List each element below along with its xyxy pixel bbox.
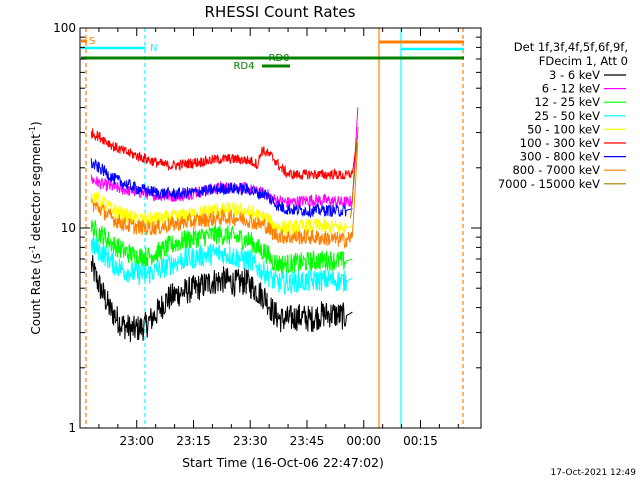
y-axis-label-sup2: -1	[28, 126, 37, 134]
legend-label-1: 3 - 6 keV	[549, 68, 600, 82]
legend-label-8: 800 - 7000 keV	[512, 163, 600, 177]
footer-timestamp: 17-Oct-2021 12:49	[551, 468, 637, 478]
x-axis-label: Start Time (16-Oct-06 22:47:02)	[182, 455, 384, 470]
y-axis-label-mid: detector segment	[29, 134, 43, 245]
x-tick-label-5: 00:15	[403, 434, 438, 448]
legend-label-3: 12 - 25 keV	[534, 95, 600, 109]
x-tick-label-1: 23:15	[176, 434, 211, 448]
legend-header-line2: FDecim 1, Att 0	[539, 54, 628, 68]
y-axis-label-main: Count Rate (s	[29, 253, 43, 335]
y-tick-label-1: 10	[61, 221, 76, 235]
series-line-3	[90, 219, 353, 275]
x-tick-label-3: 23:45	[290, 434, 325, 448]
y-axis-label: Count Rate (s-1 detector segment-1)	[28, 121, 43, 334]
legend-label-9: 7000 - 15000 keV	[498, 177, 600, 191]
legend-header-line1: Det 1f,3f,4f,5f,6f,9f,	[514, 40, 628, 54]
y-axis-label-sup1: -1	[28, 245, 37, 253]
series-line-6	[90, 128, 359, 180]
x-tick-label-2: 23:30	[233, 434, 268, 448]
series-group	[90, 107, 359, 343]
legend-label-2: 6 - 12 keV	[542, 82, 600, 96]
series-line-7	[90, 158, 353, 219]
annotation-s: S	[89, 36, 95, 47]
series-line-9	[350, 126, 359, 219]
y-tick-label-0: 1	[68, 421, 76, 435]
legend-label-7: 300 - 800 keV	[520, 150, 600, 164]
x-tick-label-4: 00:00	[346, 434, 381, 448]
series-line-5	[90, 191, 353, 236]
legend-label-5: 50 - 100 keV	[527, 122, 600, 136]
annotation-n: N	[150, 43, 157, 54]
y-tick-label-2: 100	[53, 21, 76, 35]
legend-label-6: 100 - 300 keV	[520, 136, 600, 150]
axis-ticks: 23:00 23:15 23:30 23:45 00:00 00:15 1 10 100	[53, 21, 481, 448]
annotation-rd0: RD0	[268, 53, 289, 64]
series-line-4	[90, 235, 353, 295]
legend-label-4: 25 - 50 keV	[534, 109, 600, 123]
chart-title: RHESSI Count Rates	[205, 3, 356, 21]
y-axis-label-end: )	[29, 121, 43, 126]
series-line-1	[90, 255, 353, 343]
x-tick-label-0: 23:00	[119, 434, 154, 448]
annotation-rd4: RD4	[233, 61, 254, 72]
state-bars: S N RD0 RD4	[81, 28, 464, 428]
series-line-8	[90, 142, 359, 250]
